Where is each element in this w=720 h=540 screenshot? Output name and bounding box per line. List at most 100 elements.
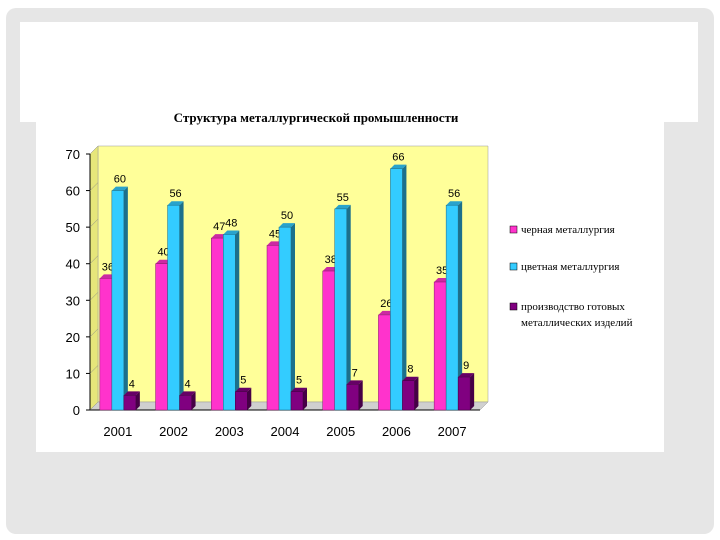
y-tick-depth <box>89 328 99 338</box>
plot-side-wall <box>89 145 99 411</box>
y-tick-label: 50 <box>66 220 80 235</box>
bar <box>223 234 236 411</box>
x-tick-label: 2003 <box>215 424 244 439</box>
bar-top <box>446 201 463 206</box>
x-tick-label: 2001 <box>103 424 132 439</box>
data-label: 8 <box>407 364 413 376</box>
bar-side <box>247 387 252 410</box>
bar-top <box>390 164 407 169</box>
y-tick-depth <box>89 292 99 301</box>
y-tick-label: 0 <box>73 403 80 418</box>
legend-entry: производство готовых <box>521 301 625 313</box>
y-tick-label: 20 <box>66 330 80 345</box>
bar-top <box>402 376 419 381</box>
bar-top <box>458 373 475 378</box>
data-label: 4 <box>129 378 135 390</box>
bar <box>402 380 415 411</box>
bar-side <box>358 380 363 410</box>
data-label: 4 <box>185 378 191 390</box>
y-tick-depth <box>89 255 99 264</box>
bar <box>290 391 304 411</box>
data-label: 38 <box>325 254 337 266</box>
x-tick-label: 2005 <box>326 424 355 439</box>
bar <box>167 204 180 411</box>
data-label: 56 <box>448 188 460 200</box>
bar-top <box>235 387 252 392</box>
bar-side <box>191 391 196 410</box>
bar-side <box>135 391 140 410</box>
data-label: 56 <box>169 188 181 200</box>
bar-side <box>179 201 184 410</box>
bar-side <box>470 373 475 410</box>
data-label: 5 <box>240 375 246 387</box>
bar <box>266 245 280 411</box>
x-tick-label: 2007 <box>438 424 467 439</box>
y-tick-label: 70 <box>66 147 80 162</box>
y-tick-label: 60 <box>66 184 80 199</box>
y-tick-depth <box>89 401 99 411</box>
data-label: 47 <box>213 221 225 233</box>
bar-top <box>179 391 196 396</box>
data-label: 50 <box>281 210 293 222</box>
bar <box>211 237 224 411</box>
bar <box>278 226 292 411</box>
data-label: 35 <box>436 265 448 277</box>
data-label: 66 <box>392 152 404 164</box>
x-tick-label: 2006 <box>382 424 411 439</box>
y-tick-label: 40 <box>66 257 80 272</box>
bar <box>179 395 192 411</box>
x-tick-label: 2002 <box>159 424 188 439</box>
bar-top <box>123 391 140 396</box>
bar-side <box>235 230 240 410</box>
bar <box>390 168 403 411</box>
bar-top <box>334 204 351 209</box>
bar-side <box>414 376 419 410</box>
data-label: 36 <box>102 261 114 273</box>
bar-side <box>291 223 295 410</box>
bar-side <box>402 164 407 410</box>
data-label: 26 <box>380 298 392 310</box>
bar-side <box>346 204 351 410</box>
bar <box>235 391 248 411</box>
bar <box>123 395 137 411</box>
bar-top <box>223 230 240 235</box>
bar <box>433 281 447 411</box>
bar <box>99 278 113 411</box>
y-tick-depth <box>89 182 99 191</box>
bar-side <box>458 201 463 410</box>
legend-swatch <box>509 302 518 311</box>
y-tick-label: 10 <box>66 366 80 381</box>
bar <box>155 263 168 411</box>
bar <box>378 314 391 411</box>
y-tick-depth <box>89 218 99 228</box>
bar-top <box>291 387 307 392</box>
legend-swatch <box>509 225 518 234</box>
bar <box>445 204 459 411</box>
chart-title: Структура металлургической промышленност… <box>173 110 459 125</box>
legend-entry: цветная металлургия <box>521 261 619 273</box>
y-tick-label: 30 <box>66 293 80 308</box>
data-label: 45 <box>269 228 281 240</box>
legend-entry: черная металлургия <box>521 224 615 236</box>
x-tick-label: 2004 <box>271 424 300 439</box>
data-label: 7 <box>352 367 358 379</box>
bar-top <box>279 223 295 228</box>
bar <box>457 376 471 411</box>
legend-entry-continued: металлических изделий <box>521 317 633 329</box>
bar <box>346 384 359 411</box>
data-label: 48 <box>225 217 237 229</box>
data-label: 60 <box>114 174 126 186</box>
bar-top <box>346 380 363 385</box>
bar-side <box>303 387 307 410</box>
bar-top <box>167 201 184 206</box>
bar <box>111 190 125 411</box>
legend-swatch <box>509 262 518 271</box>
bar-side <box>123 186 128 410</box>
data-label: 55 <box>337 192 349 204</box>
bar <box>334 208 347 411</box>
y-tick-depth <box>89 365 99 374</box>
data-label: 40 <box>157 247 169 259</box>
data-label: 9 <box>463 360 469 372</box>
bar-top <box>111 186 128 191</box>
